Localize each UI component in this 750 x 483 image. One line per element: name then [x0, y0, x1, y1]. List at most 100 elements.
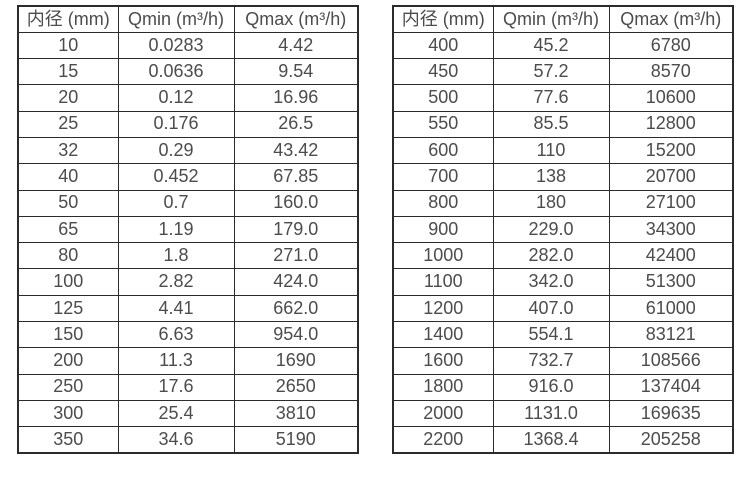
- table-cell: 1.8: [117, 242, 235, 270]
- table-cell: 51300: [608, 268, 734, 296]
- table-row: 80 1.8 271.0: [17, 242, 359, 270]
- table-cell: 554.1: [492, 321, 610, 349]
- table-cell: 137404: [608, 373, 734, 401]
- table-cell: 700: [392, 163, 494, 191]
- table-cell: 0.12: [117, 84, 235, 112]
- table-row: 350 34.6 5190: [17, 426, 359, 454]
- table-row: 250 17.6 2650: [17, 373, 359, 401]
- table-cell: 600: [392, 136, 494, 165]
- table-cell: 662.0: [233, 294, 359, 323]
- header-qmin: Qmin (m³/h): [117, 5, 235, 33]
- table-cell: 25: [17, 110, 119, 138]
- table-row: 200 11.3 1690: [17, 347, 359, 375]
- table-cell: 138: [492, 163, 610, 191]
- table-cell: 83121: [608, 321, 734, 349]
- table-cell: 57.2: [492, 58, 610, 86]
- table-cell: 0.0636: [117, 58, 235, 86]
- table-cell: 34300: [608, 215, 734, 244]
- table-cell: 100: [17, 268, 119, 296]
- table-cell: 1000: [392, 242, 494, 270]
- header-qmin: Qmin (m³/h): [492, 5, 610, 33]
- table-cell: 20: [17, 84, 119, 112]
- table-cell: 43.42: [233, 136, 359, 165]
- table-cell: 125: [17, 294, 119, 323]
- table-cell: 1368.4: [492, 426, 610, 454]
- table-cell: 9.54: [233, 58, 359, 86]
- table-cell: 5190: [233, 426, 359, 454]
- table-cell: 1131.0: [492, 399, 610, 428]
- table-cell: 15200: [608, 136, 734, 165]
- table-cell: 1200: [392, 294, 494, 323]
- table-row: 32 0.29 43.42: [17, 136, 359, 165]
- table-cell: 17.6: [117, 373, 235, 401]
- table-body: 10 0.0283 4.42 15 0.0636 9.54 20 0.12 16.96 25 0.1…: [17, 31, 359, 454]
- table-cell: 300: [17, 399, 119, 428]
- table-row: 50 0.7 160.0: [17, 189, 359, 217]
- table-cell: 282.0: [492, 242, 610, 270]
- table-row: 10 0.0283 4.42: [17, 31, 359, 60]
- table-cell: 342.0: [492, 268, 610, 296]
- table-cell: 1600: [392, 347, 494, 375]
- table-row: 900 229.0 34300: [392, 215, 734, 244]
- table-row: 400 45.2 6780: [392, 31, 734, 60]
- table-cell: 65: [17, 215, 119, 244]
- table-row: 800 180 27100: [392, 189, 734, 217]
- table-cell: 32: [17, 136, 119, 165]
- table-cell: 40: [17, 163, 119, 191]
- table-cell: 250: [17, 373, 119, 401]
- table-row: 450 57.2 8570: [392, 58, 734, 86]
- table-row: 1400 554.1 83121: [392, 321, 734, 349]
- table-header-row: 内径 (mm) Qmin (m³/h) Qmax (m³/h): [17, 5, 359, 33]
- table-cell: 34.6: [117, 426, 235, 454]
- table-row: 65 1.19 179.0: [17, 215, 359, 244]
- table-row: 125 4.41 662.0: [17, 294, 359, 323]
- table-cell: 3810: [233, 399, 359, 428]
- table-cell: 160.0: [233, 189, 359, 217]
- table-cell: 550: [392, 110, 494, 138]
- flow-spec-table-left: 内径 (mm) Qmin (m³/h) Qmax (m³/h) 10 0.0283…: [17, 5, 359, 455]
- table-cell: 500: [392, 84, 494, 112]
- table-row: 1100 342.0 51300: [392, 268, 734, 296]
- table-body: 400 45.2 6780 450 57.2 8570 500 77.6 10600 550 85.…: [392, 31, 734, 454]
- table-cell: 110: [492, 136, 610, 165]
- table-row: 40 0.452 67.85: [17, 163, 359, 191]
- table-cell: 200: [17, 347, 119, 375]
- table-row: 600 110 15200: [392, 136, 734, 165]
- table-row: 1000 282.0 42400: [392, 242, 734, 270]
- table-row: 550 85.5 12800: [392, 110, 734, 138]
- table-cell: 16.96: [233, 84, 359, 112]
- table-cell: 0.7: [117, 189, 235, 217]
- table-cell: 400: [392, 31, 494, 60]
- table-cell: 12800: [608, 110, 734, 138]
- table-cell: 10: [17, 31, 119, 60]
- header-qmax: Qmax (m³/h): [608, 5, 734, 33]
- table-cell: 80: [17, 242, 119, 270]
- table-cell: 179.0: [233, 215, 359, 244]
- table-cell: 732.7: [492, 347, 610, 375]
- table-cell: 50: [17, 189, 119, 217]
- table-cell: 1.19: [117, 215, 235, 244]
- table-cell: 1690: [233, 347, 359, 375]
- table-row: 700 138 20700: [392, 163, 734, 191]
- table-cell: 424.0: [233, 268, 359, 296]
- table-row: 1200 407.0 61000: [392, 294, 734, 323]
- table-cell: 0.29: [117, 136, 235, 165]
- table-cell: 67.85: [233, 163, 359, 191]
- table-cell: 10600: [608, 84, 734, 112]
- table-cell: 900: [392, 215, 494, 244]
- table-cell: 169635: [608, 399, 734, 428]
- table-cell: 450: [392, 58, 494, 86]
- table-cell: 15: [17, 58, 119, 86]
- table-cell: 1100: [392, 268, 494, 296]
- table-cell: 205258: [608, 426, 734, 454]
- table-row: 25 0.176 26.5: [17, 110, 359, 138]
- table-header-row: 内径 (mm) Qmin (m³/h) Qmax (m³/h): [392, 5, 734, 33]
- table-cell: 350: [17, 426, 119, 454]
- table-cell: 4.42: [233, 31, 359, 60]
- table-cell: 6780: [608, 31, 734, 60]
- table-row: 15 0.0636 9.54: [17, 58, 359, 86]
- table-cell: 108566: [608, 347, 734, 375]
- table-cell: 25.4: [117, 399, 235, 428]
- table-row: 300 25.4 3810: [17, 399, 359, 428]
